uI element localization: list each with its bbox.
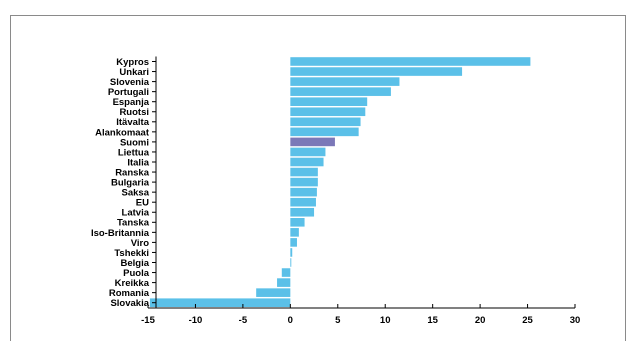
chart-frame: Kypros Unkari Slovenia Portugali Espanja Ruot… <box>10 15 626 341</box>
category-label-itavalta: Itävalta <box>116 117 149 128</box>
category-label-romania: Romania <box>109 288 150 299</box>
category-label-portugali: Portugali <box>108 87 149 98</box>
bar-liettua <box>290 147 326 157</box>
bar-slovakia <box>149 298 291 307</box>
category-label-latvia: Latvia <box>122 208 150 219</box>
value-tick-label-30: 30 <box>570 315 581 326</box>
bar-bulgaria <box>290 177 318 187</box>
bar-eu <box>290 197 316 207</box>
bar-puola <box>281 268 291 277</box>
bar-italia <box>290 157 324 167</box>
value-tick-label-10: 10 <box>380 315 391 326</box>
bar-chart: KyprosUnkariSloveniaPortugaliEspanjaRuot… <box>91 56 580 326</box>
category-label-suomi: Suomi <box>120 137 149 148</box>
bar-itavalta <box>290 117 361 127</box>
value-tick-label-15: 15 <box>427 315 438 326</box>
bar-romania <box>256 288 291 297</box>
category-label-viro: Viro <box>131 238 150 249</box>
value-tick-label-minus-5: -5 <box>239 315 248 326</box>
bar-alankomaat <box>290 127 359 137</box>
category-label-bulgaria: Bulgaria <box>111 178 150 189</box>
category-label-tshekki: Tshekki <box>114 248 149 259</box>
bar-unkari <box>290 67 463 76</box>
category-label-iso-britannia: Iso-Britannia <box>91 228 150 239</box>
category-label-kreikka: Kreikka <box>115 278 150 289</box>
bar-belgia <box>290 258 292 267</box>
bar-latvia <box>290 207 315 217</box>
category-label-belgia: Belgia <box>120 258 149 269</box>
category-label-kypros: Kypros <box>116 57 149 68</box>
category-label-liettua: Liettua <box>118 147 150 158</box>
bar-ruotsi <box>290 107 366 117</box>
value-tick-label-minus-10: -10 <box>189 315 203 326</box>
category-label-unkari: Unkari <box>119 67 149 78</box>
value-tick-label-5: 5 <box>335 315 341 326</box>
category-label-ranska: Ranska <box>115 167 150 178</box>
category-label-slovenia: Slovenia <box>110 77 150 88</box>
bar-tshekki <box>290 248 293 257</box>
value-tick-label-0: 0 <box>288 315 293 326</box>
bar-ranska <box>290 167 318 177</box>
clipped-caption: 999 <box>0 0 636 1</box>
category-label-italia: Italia <box>127 157 149 168</box>
category-label-tanska: Tanska <box>117 218 150 229</box>
category-axis: KyprosUnkariSloveniaPortugaliEspanjaRuot… <box>91 56 157 309</box>
value-tick-label-20: 20 <box>475 315 486 326</box>
category-label-saksa: Saksa <box>122 188 150 199</box>
clipped-caption-text: 999 <box>222 0 242 1</box>
bar-suomi <box>290 137 335 147</box>
category-label-ruotsi: Ruotsi <box>119 107 149 118</box>
category-label-puola: Puola <box>123 268 150 279</box>
value-tick-label-minus-15: -15 <box>141 315 155 326</box>
bar-iso-britannia <box>290 228 299 237</box>
bar-kreikka <box>277 278 291 287</box>
category-label-eu: EU <box>136 198 149 209</box>
category-label-espanja: Espanja <box>113 97 150 108</box>
bar-kypros <box>290 57 531 66</box>
bar-saksa <box>290 187 317 197</box>
bar-espanja <box>290 97 368 106</box>
bar-tanska <box>290 218 305 227</box>
bar-slovenia <box>290 77 400 86</box>
value-axis: -15 -10 -5 0 5 10 15 20 25 30 <box>141 304 580 326</box>
bar-viro <box>290 238 297 247</box>
bar-portugali <box>290 87 391 96</box>
value-tick-label-25: 25 <box>522 315 533 326</box>
category-label-alankomaat: Alankomaat <box>95 127 150 138</box>
bars-group <box>149 57 531 307</box>
category-label-slovakia: Slovakia <box>110 298 149 309</box>
